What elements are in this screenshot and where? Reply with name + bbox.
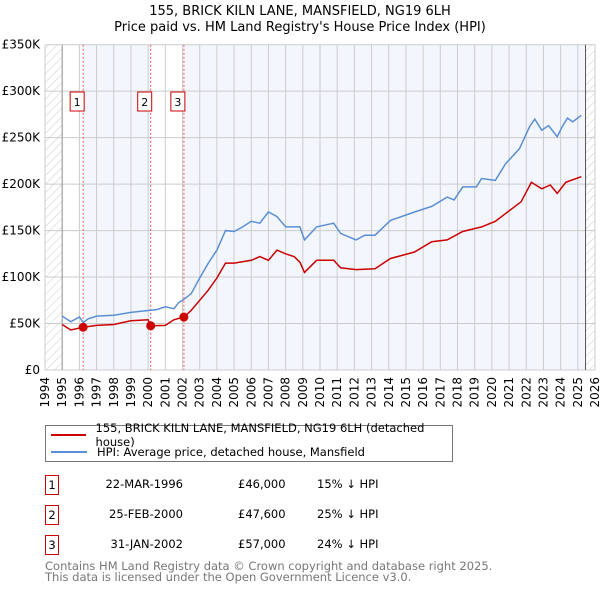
x-tick-label: 2015: [399, 377, 413, 408]
x-tick-label: 1995: [55, 377, 69, 408]
x-tick-label: 2003: [193, 377, 207, 408]
sale-row-3: 3 31-JAN-2002 £57,000 24% ↓ HPI: [45, 535, 445, 555]
sale-number: 1: [45, 475, 59, 495]
x-tick-label: 2012: [347, 377, 361, 408]
x-tick-label: 2013: [365, 377, 379, 408]
x-tick-label: 2005: [227, 377, 241, 408]
sale-hpi-diff: 25% ↓ HPI: [317, 507, 379, 521]
y-tick-label: £350K: [2, 38, 42, 52]
legend-label-hpi: HPI: Average price, detached house, Mans…: [97, 445, 365, 459]
x-tick-label: 2008: [279, 377, 293, 408]
chart-subtitle: Price paid vs. HM Land Registry's House …: [114, 20, 486, 35]
sale-label-box: [69, 91, 85, 112]
sale-point: [146, 321, 156, 331]
sale-point: [179, 312, 189, 322]
hpi-line: [61, 114, 582, 324]
y-tick-label: £50K: [9, 317, 41, 331]
sale-label: 3: [174, 96, 181, 109]
sale-label: 1: [74, 96, 81, 109]
x-tick-label: 2024: [554, 377, 568, 408]
sale-price: £47,600: [238, 507, 286, 521]
x-tick-label: 2022: [519, 377, 533, 408]
sale-hpi-diff: 24% ↓ HPI: [317, 537, 379, 551]
legend-label-property: 155, BRICK KILN LANE, MANSFIELD, NG19 6L…: [95, 421, 425, 449]
footer-licence: This data is licensed under the Open Gov…: [45, 570, 412, 584]
sale-number: 2: [45, 505, 59, 525]
x-tick-label: 2023: [536, 377, 550, 408]
sale-date: 22-MAR-1996: [105, 477, 183, 491]
x-tick-label: 1999: [124, 377, 138, 408]
chart-title: 155, BRICK KILN LANE, MANSFIELD, NG19 6L…: [149, 4, 451, 19]
x-tick-label: 1997: [90, 377, 104, 408]
sale-date: 31-JAN-2002: [110, 537, 184, 551]
sale-row-2: 2 25-FEB-2000 £47,600 25% ↓ HPI: [45, 505, 445, 525]
y-tick-label: £250K: [2, 131, 42, 145]
sale-number: 3: [45, 535, 59, 555]
sale-label-box: [137, 91, 153, 112]
x-tick-label: 1998: [107, 377, 121, 408]
x-tick-label: 2018: [451, 377, 465, 408]
footer-copyright: Contains HM Land Registry data © Crown c…: [45, 559, 493, 573]
x-tick-label: 2006: [244, 377, 258, 408]
x-tick-label: 2021: [502, 377, 516, 408]
sale-price: £57,000: [238, 537, 286, 551]
y-tick-label: £0: [25, 363, 40, 377]
x-tick-label: 2001: [158, 377, 172, 408]
x-tick-label: 2026: [588, 377, 600, 408]
sale-point: [78, 322, 88, 332]
legend-swatch-red: [51, 434, 86, 436]
x-tick-label: 2019: [468, 377, 482, 408]
y-tick-label: £100K: [2, 270, 42, 284]
x-tick-label: 2017: [433, 377, 447, 408]
sale-hpi-diff: 15% ↓ HPI: [317, 477, 379, 491]
x-tick-label: 2011: [330, 377, 344, 408]
x-tick-label: 2009: [296, 377, 310, 408]
y-tick-label: £150K: [2, 224, 42, 238]
y-tick-label: £200K: [2, 177, 42, 191]
sale-date: 25-FEB-2000: [109, 507, 183, 521]
legend-swatch-blue: [51, 451, 87, 453]
x-tick-label: 2025: [571, 377, 585, 408]
x-tick-label: 2010: [313, 377, 327, 408]
legend-item-hpi: HPI: Average price, detached house, Mans…: [46, 444, 365, 460]
x-tick-label: 2016: [416, 377, 430, 408]
no-data-hatch: [585, 44, 595, 370]
sale-row-1: 1 22-MAR-1996 £46,000 15% ↓ HPI: [45, 475, 445, 495]
sale-price: £46,000: [238, 477, 286, 491]
x-tick-label: 2000: [141, 377, 155, 408]
no-data-hatch: [45, 44, 63, 370]
x-tick-label: 2007: [261, 377, 275, 408]
x-tick-label: 1996: [72, 377, 86, 408]
y-tick-label: £300K: [2, 84, 42, 98]
ownership-shading: [183, 44, 586, 370]
legend-item-property: 155, BRICK KILN LANE, MANSFIELD, NG19 6L…: [46, 421, 452, 449]
legend: 155, BRICK KILN LANE, MANSFIELD, NG19 6L…: [45, 421, 453, 462]
x-tick-label: 2014: [382, 377, 396, 408]
x-tick-label: 2020: [485, 377, 499, 408]
x-tick-label: 2004: [210, 377, 224, 408]
x-tick-label: 1994: [38, 377, 52, 408]
sale-label-box: [170, 91, 186, 112]
sale-label: 2: [141, 96, 148, 109]
x-tick-label: 2002: [176, 377, 190, 408]
